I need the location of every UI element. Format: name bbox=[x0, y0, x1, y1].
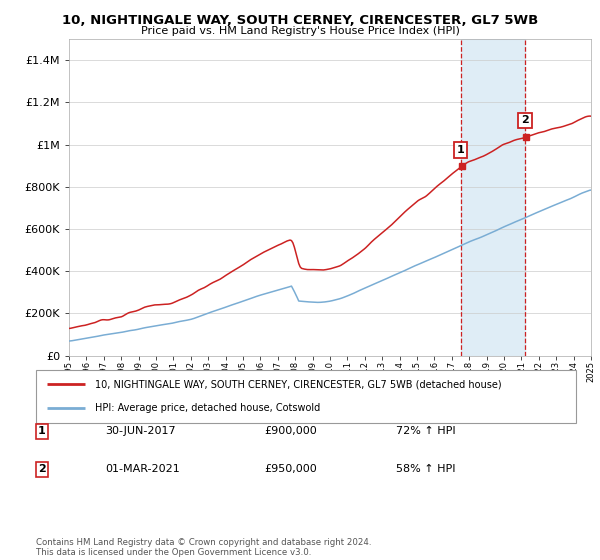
Text: 30-JUN-2017: 30-JUN-2017 bbox=[105, 426, 176, 436]
Text: 1: 1 bbox=[38, 426, 46, 436]
Text: 2: 2 bbox=[38, 464, 46, 474]
Text: 1: 1 bbox=[457, 145, 464, 155]
Text: 72% ↑ HPI: 72% ↑ HPI bbox=[396, 426, 455, 436]
FancyBboxPatch shape bbox=[36, 370, 576, 423]
Text: Contains HM Land Registry data © Crown copyright and database right 2024.
This d: Contains HM Land Registry data © Crown c… bbox=[36, 538, 371, 557]
Text: 58% ↑ HPI: 58% ↑ HPI bbox=[396, 464, 455, 474]
Text: 01-MAR-2021: 01-MAR-2021 bbox=[105, 464, 180, 474]
Text: 10, NIGHTINGALE WAY, SOUTH CERNEY, CIRENCESTER, GL7 5WB: 10, NIGHTINGALE WAY, SOUTH CERNEY, CIREN… bbox=[62, 14, 538, 27]
Bar bbox=[461, 39, 525, 356]
Text: 10, NIGHTINGALE WAY, SOUTH CERNEY, CIRENCESTER, GL7 5WB (detached house): 10, NIGHTINGALE WAY, SOUTH CERNEY, CIREN… bbox=[95, 380, 502, 390]
Text: HPI: Average price, detached house, Cotswold: HPI: Average price, detached house, Cots… bbox=[95, 403, 320, 413]
Text: £900,000: £900,000 bbox=[264, 426, 317, 436]
Text: 2: 2 bbox=[521, 115, 529, 125]
Text: Price paid vs. HM Land Registry's House Price Index (HPI): Price paid vs. HM Land Registry's House … bbox=[140, 26, 460, 36]
Text: £950,000: £950,000 bbox=[264, 464, 317, 474]
